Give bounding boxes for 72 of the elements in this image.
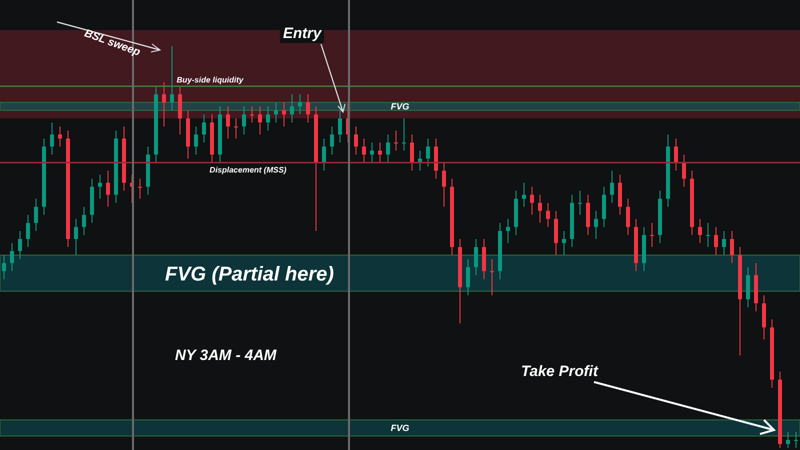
- candlestick: [362, 138, 366, 164]
- candlestick: [202, 114, 206, 144]
- candlestick: [74, 218, 78, 256]
- candlestick: [378, 142, 382, 164]
- candlestick: [370, 142, 374, 164]
- candlestick: [410, 134, 414, 172]
- candlestick: [338, 110, 342, 144]
- candlestick: [794, 431, 798, 448]
- candlestick: [474, 238, 478, 276]
- candlestick: [322, 138, 326, 172]
- candlestick: [194, 126, 198, 156]
- candlestick: [82, 206, 86, 236]
- candlestick: [594, 210, 598, 240]
- candlestick: [258, 106, 262, 135]
- candlestick: [730, 230, 734, 264]
- candlestick: [442, 162, 446, 208]
- candlestick: [242, 106, 246, 135]
- candlestick: [386, 134, 390, 164]
- candlestick: [650, 222, 654, 248]
- candlestick: [714, 226, 718, 256]
- candlestick: [722, 230, 726, 256]
- candlestick: [682, 154, 686, 188]
- text: Entry: [280, 24, 324, 43]
- candlestick: [290, 94, 294, 123]
- band-label: FVG: [390, 102, 410, 112]
- candlestick: [298, 94, 302, 115]
- candlestick: [530, 186, 534, 216]
- candlestick: [34, 198, 38, 232]
- candlestick: [106, 170, 110, 208]
- candlestick: [706, 222, 710, 248]
- candlestick: [674, 138, 678, 172]
- band-label: FVG: [390, 423, 410, 434]
- candlestick: [546, 202, 550, 228]
- candlestick: [610, 170, 614, 204]
- candlestick: [226, 106, 230, 140]
- candlestick: [50, 122, 54, 156]
- candlestick: [538, 194, 542, 224]
- candlestick: [58, 126, 62, 148]
- candlestick: [274, 102, 278, 123]
- annotation: NY 3AM - 4AM: [174, 346, 278, 365]
- ref-line-label: Buy-side liquidity: [176, 75, 244, 84]
- candlestick: [266, 106, 270, 131]
- candlestick: [250, 106, 254, 123]
- candlestick: [330, 126, 334, 156]
- candlestick: [522, 182, 526, 208]
- annotation: BSL sweep: [82, 26, 143, 61]
- candlestick: [234, 118, 238, 140]
- candlestick: [306, 94, 310, 123]
- candlestick: [402, 118, 406, 152]
- candlestick: [162, 82, 166, 127]
- candlestick: [506, 218, 510, 244]
- candlestick: [10, 242, 14, 272]
- annotation: Take Profit: [518, 362, 601, 381]
- candlestick: [786, 431, 790, 448]
- candlestick: [562, 230, 566, 256]
- candlestick: [466, 258, 470, 296]
- candlestick: [18, 230, 22, 260]
- candlestick: [2, 254, 6, 280]
- candlestick: [98, 174, 102, 200]
- candlestick: [626, 198, 630, 236]
- candlestick: [354, 126, 358, 156]
- candlestick: [170, 46, 174, 111]
- band-label: FVG (Partial here): [165, 263, 334, 286]
- candlestick: [26, 214, 30, 248]
- candlestick: [578, 190, 582, 216]
- candlestick: [490, 258, 494, 296]
- candlestick: [394, 130, 398, 152]
- candlestick: [138, 178, 142, 200]
- candlestick: [282, 102, 286, 127]
- candlestick: [698, 218, 702, 244]
- ref-line-label: Displacement (MSS): [210, 166, 287, 175]
- candlestick: [426, 138, 430, 168]
